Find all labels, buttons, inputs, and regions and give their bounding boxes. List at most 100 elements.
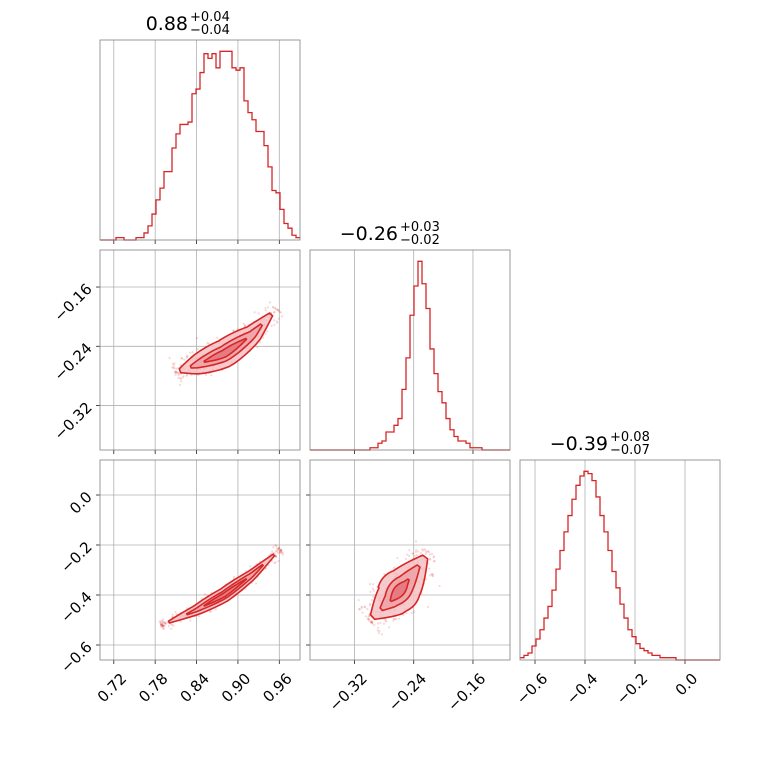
x-tick-label: −0.2 [613,670,651,708]
scatter-point [168,356,171,359]
scatter-point [191,350,194,354]
scatter-point [275,544,278,548]
scatter-point [209,610,212,613]
scatter-panel-1-2: −0.32 −0.24 −0.16 [50,249,301,454]
scatter-point [370,620,373,623]
scatter-point [270,324,273,327]
scatter-point [279,548,282,552]
scatter-point [431,573,434,576]
scatter-point [159,623,163,627]
scatter-point [371,583,375,586]
scatter-point [273,319,276,322]
scatter-point [189,351,192,354]
scatter-point [393,618,396,621]
histogram-steps-3 [520,470,720,661]
y-tick-label: −0.2 [57,538,95,576]
scatter-point [273,561,276,565]
scatter-panel-2-3: −0.32 −0.24 −0.16 [306,459,511,715]
y-tick-label: −0.6 [57,638,95,676]
scatter-point [175,370,178,373]
scatter-point [256,346,259,349]
histogram-steps-2 [310,260,510,451]
scatter-point [275,555,278,558]
contour-level-3 [203,337,248,364]
scatter-point [160,623,163,626]
scatter-point [363,605,366,608]
title-plus-error: +0.08 [610,430,650,445]
panel-content [357,540,441,636]
scatter-point [271,550,274,553]
scatter-point [370,621,373,624]
x-tick-label: 0.96 [259,670,295,706]
scatter-point [280,549,283,552]
scatter-point [276,308,279,311]
scatter-point [273,552,276,555]
scatter-point [249,565,252,568]
scatter-point [407,554,411,558]
scatter-point [424,549,427,552]
scatter-point [183,358,186,361]
scatter-point [368,604,372,607]
scatter-point [431,574,434,577]
scatter-point [175,370,178,373]
scatter-point [380,633,384,636]
scatter-point [279,548,283,551]
scatter-point [368,618,371,621]
scatter-point [419,551,422,554]
scatter-point [208,610,212,613]
scatter-point [372,595,375,599]
scatter-point [280,551,283,554]
title-minus-error: −0.02 [400,233,440,248]
scatter-point [161,623,164,626]
scatter-point [271,305,274,308]
scatter-point [277,547,280,551]
scatter-point [170,627,173,630]
scatter-point [430,573,433,576]
scatter-point [377,626,380,629]
scatter-point [196,348,199,351]
scatter-point [360,606,363,609]
scatter-point [160,625,163,628]
scatter-point [410,611,414,614]
scatter-point [186,354,189,357]
scatter-point [232,329,235,332]
scatter-point [377,631,380,635]
scatter-point [276,550,279,553]
scatter-point [274,307,277,310]
scatter-point [392,617,395,620]
scatter-point [358,607,361,611]
scatter-point [367,618,370,621]
panel-title-3: −0.39 +0.08−0.07 [550,430,650,458]
scatter-point [255,582,258,585]
scatter-point [161,624,164,627]
scatter-point [421,549,425,552]
scatter-point [185,356,188,359]
scatter-point [430,553,434,556]
scatter-point [175,367,178,370]
scatter-point [424,552,427,555]
scatter-point [393,566,396,569]
scatter-point [264,306,267,310]
panel-content [158,544,285,630]
scatter-point [176,371,179,375]
x-tick-label: −0.32 [326,670,371,715]
scatter-point [273,311,276,314]
scatter-point [162,621,166,624]
scatter-point [371,621,374,624]
scatter-point [179,620,182,623]
scatter-point [163,624,166,628]
scatter-point [279,550,282,553]
scatter-point [181,357,184,360]
scatter-point [173,362,176,365]
contour-level-1 [167,553,276,624]
scatter-point [207,342,210,345]
scatter-point [364,615,367,618]
scatter-point [274,561,277,564]
scatter-point [173,370,177,373]
scatter-point [426,549,430,553]
scatter-point [373,624,376,627]
panel-frame [309,249,511,451]
scatter-point [158,620,161,623]
scatter-point [185,374,188,377]
